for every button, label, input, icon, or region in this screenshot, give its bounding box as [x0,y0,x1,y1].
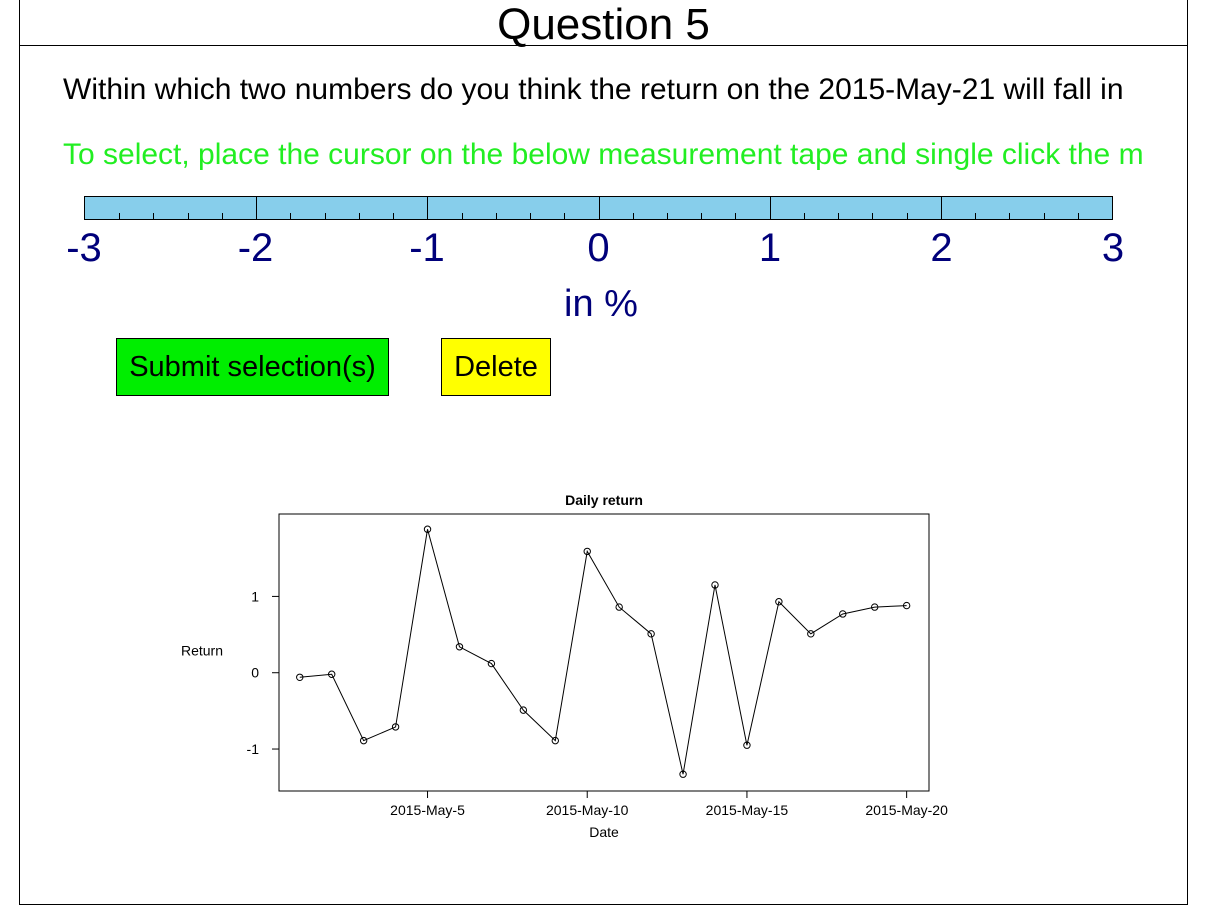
tape-minor-tick [495,213,497,219]
tape-major-tick [256,197,258,219]
tape-minor-tick [324,213,326,219]
plot-frame [278,513,930,792]
tape-major-tick [940,197,942,219]
tape-minor-tick [564,213,566,219]
tape-minor-tick [290,213,292,219]
tape-scale-label: 1 [758,226,782,270]
return-data-point [902,601,911,610]
return-data-point [359,736,368,745]
return-data-point [711,581,719,589]
tape-minor-tick [1009,213,1011,219]
return-data-point [743,741,751,749]
x-tick-label: 2015-May-10 [546,802,629,818]
x-tick-label: 2015-May-15 [706,802,789,818]
tape-minor-tick [735,213,737,219]
tape-major-tick [598,197,600,219]
x-axis-label: Date [589,824,619,840]
return-data-point [487,659,496,668]
tape-scale-label: 2 [930,226,953,270]
instruction-text: To select, place the cursor on the below… [63,138,1144,171]
page-title: Question 5 [497,0,710,49]
chart-title: Daily return [565,492,643,508]
return-data-point [679,770,687,778]
tape-minor-tick [358,213,360,219]
tape-major-tick [427,197,429,219]
y-tick-label: 1 [251,588,259,604]
tape-scale-label: -1 [409,226,445,270]
return-data-point [455,643,464,651]
tape-minor-tick [632,213,634,219]
measurement-tape[interactable] [84,196,1113,220]
tape-scale-label: 0 [587,226,610,270]
tape-minor-tick [701,213,703,219]
x-tick-label: 2015-May-20 [865,802,948,818]
return-data-point [583,547,591,556]
tape-minor-tick [393,213,395,219]
tape-minor-tick [153,213,155,219]
tape-minor-tick [1043,213,1045,219]
tape-minor-tick [1077,213,1079,219]
y-tick-label: -1 [247,741,260,757]
y-tick-label: 0 [251,665,259,681]
title-bar: Question 5 [19,0,1188,49]
tape-minor-tick [461,213,463,219]
return-data-point [423,525,432,533]
return-data-point [839,610,847,618]
tape-minor-tick [666,213,668,219]
tape-minor-tick [803,213,805,219]
tape-minor-tick [187,213,189,219]
return-data-point [615,603,623,611]
y-axis-label: Return [181,643,223,659]
return-data-point [391,723,400,731]
return-data-point [647,630,655,638]
return-series-line [299,529,907,775]
tape-unit-label: in % [564,283,638,325]
x-tick-label: 2015-May-5 [390,802,465,818]
return-data-point [328,670,336,678]
question-panel: Within which two numbers do you think th… [19,46,1188,905]
return-data-point [871,603,879,611]
return-data-point [775,598,783,606]
tape-major-tick [769,197,771,219]
question-text: Within which two numbers do you think th… [63,73,1124,106]
tape-minor-tick [530,213,532,219]
delete-button[interactable]: Delete [441,338,551,396]
tape-minor-tick [838,213,840,219]
return-data-point [519,706,528,714]
return-data-point [551,736,559,745]
tape-minor-tick [221,213,223,219]
tape-minor-tick [872,213,874,219]
tape-minor-tick [119,213,121,219]
return-data-point [807,630,815,638]
tape-scale-label: 3 [1101,226,1125,270]
tape-minor-tick [906,213,908,219]
tape-minor-tick [975,213,977,219]
return-data-point [296,673,304,682]
submit-selection-button[interactable]: Submit selection(s) [116,338,389,396]
tape-scale-label: -3 [66,226,102,270]
tape-scale-label: -2 [237,226,274,270]
daily-return-chart: Daily return Date Return 2015-May-5 2015-May… [181,492,948,840]
